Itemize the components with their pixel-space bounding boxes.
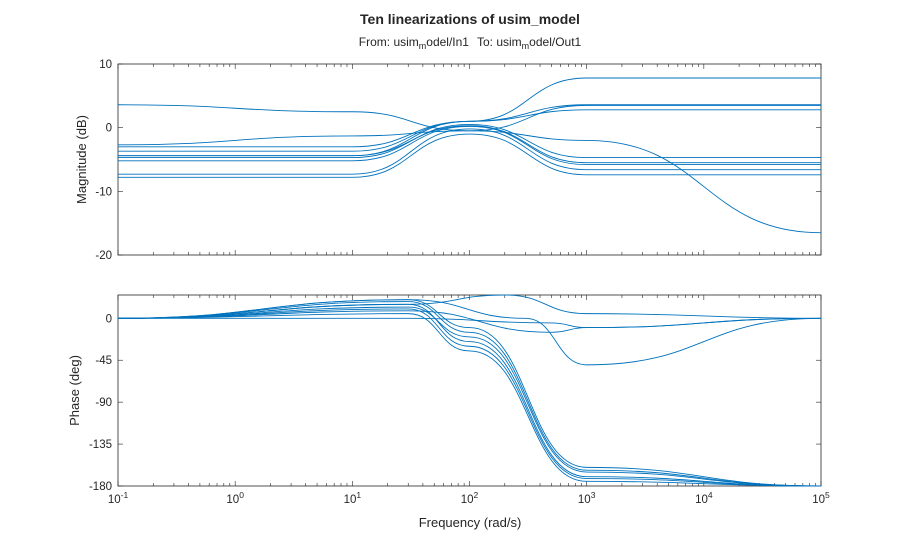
subtitle-from-b: odel/In1 [426,35,469,49]
x-axis-tick-labels: 10-1 100 101 102 103 104 105 [108,490,830,506]
subtitle-from-sub: m [419,41,427,51]
x-tick-exponent: 2 [474,490,479,500]
phase-series-line-6 [117,313,822,487]
x-tick-base: 10 [461,494,474,506]
phase-y-tick-label: -45 [95,355,112,367]
x-tick-label: 104 [695,490,713,506]
x-tick-label: 103 [578,490,596,506]
phase-panel: 0 -45 -90 -135 -180 Phase (deg) [67,294,822,493]
magnitude-series-line-2 [117,104,821,146]
x-tick-exponent: 0 [239,490,244,500]
x-tick-label: 101 [344,490,362,506]
x-tick-exponent: 4 [708,490,713,500]
x-tick-label: 10-1 [108,490,129,506]
magnitude-y-axis-label: Magnitude (dB) [74,115,89,204]
magnitude-panel: 10 0 -10 -20 Magnitude (dB) [74,59,822,262]
magnitude-series-line-7 [118,125,821,164]
magnitude-series-line-6 [118,124,821,159]
x-tick-exponent: 5 [825,490,830,500]
x-tick-base: 10 [108,494,121,506]
magnitude-axes-box [117,63,822,256]
phase-y-tick-label: -90 [95,397,112,409]
magnitude-series-line-9 [118,128,821,175]
subtitle-to-b: odel/Out1 [529,35,581,49]
x-tick-exponent: -1 [121,490,129,500]
x-tick-base: 10 [226,494,239,506]
x-tick-base: 10 [578,494,591,506]
phase-series-line-2 [117,301,822,487]
subtitle-from-a: usim [393,35,418,49]
phase-series-line-7 [117,294,822,319]
x-tick-label: 102 [461,490,479,506]
x-tick-base: 10 [344,494,357,506]
x-tick-label: 105 [812,490,830,506]
phase-series-line-8 [117,299,822,366]
x-axis-label: Frequency (rad/s) [419,515,522,530]
x-tick-exponent: 1 [356,490,361,500]
subtitle-to-sub: m [522,41,530,51]
phase-y-tick-label: 0 [106,313,112,325]
x-tick-base: 10 [695,494,708,506]
phase-series-line-10 [117,317,822,329]
phase-y-tick-label: -135 [89,439,112,451]
phase-y-tick-label: -180 [89,481,112,493]
chart-subtitle: From: usimmodel/In1 To: usimmodel/Out1 [359,35,582,51]
x-tick-exponent: 3 [591,490,596,500]
phase-axes-box [117,294,822,487]
magnitude-series-line-10 [118,133,821,178]
magnitude-y-tick-label: 10 [99,59,112,71]
phase-series-line-4 [117,308,822,487]
magnitude-y-tick-label: -10 [95,186,112,198]
x-tick-label: 100 [226,490,244,506]
subtitle-to-a: usim [496,35,521,49]
subtitle-from-prefix: From: [359,35,394,49]
magnitude-y-tick-label: 0 [106,123,112,135]
magnitude-series-line-8 [117,125,821,166]
phase-series-line-5 [117,306,822,487]
x-tick-base: 10 [812,494,825,506]
chart-title: Ten linearizations of usim_model [360,11,580,27]
subtitle-to-prefix: To: [477,35,496,49]
magnitude-y-tick-label: -20 [95,250,112,262]
phase-y-axis-label: Phase (deg) [67,355,82,426]
